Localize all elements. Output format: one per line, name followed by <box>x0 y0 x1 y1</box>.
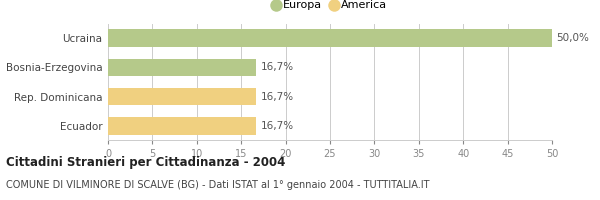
Text: 16,7%: 16,7% <box>261 92 294 102</box>
Legend: Europa, America: Europa, America <box>271 0 389 13</box>
Text: 16,7%: 16,7% <box>261 121 294 131</box>
Bar <box>108 117 256 135</box>
Bar <box>108 59 256 76</box>
Bar <box>108 88 256 105</box>
Text: 16,7%: 16,7% <box>261 62 294 72</box>
Text: 50,0%: 50,0% <box>556 33 589 43</box>
Text: Cittadini Stranieri per Cittadinanza - 2004: Cittadini Stranieri per Cittadinanza - 2… <box>6 156 286 169</box>
Text: COMUNE DI VILMINORE DI SCALVE (BG) - Dati ISTAT al 1° gennaio 2004 - TUTTITALIA.: COMUNE DI VILMINORE DI SCALVE (BG) - Dat… <box>6 180 430 190</box>
Bar <box>108 29 552 47</box>
